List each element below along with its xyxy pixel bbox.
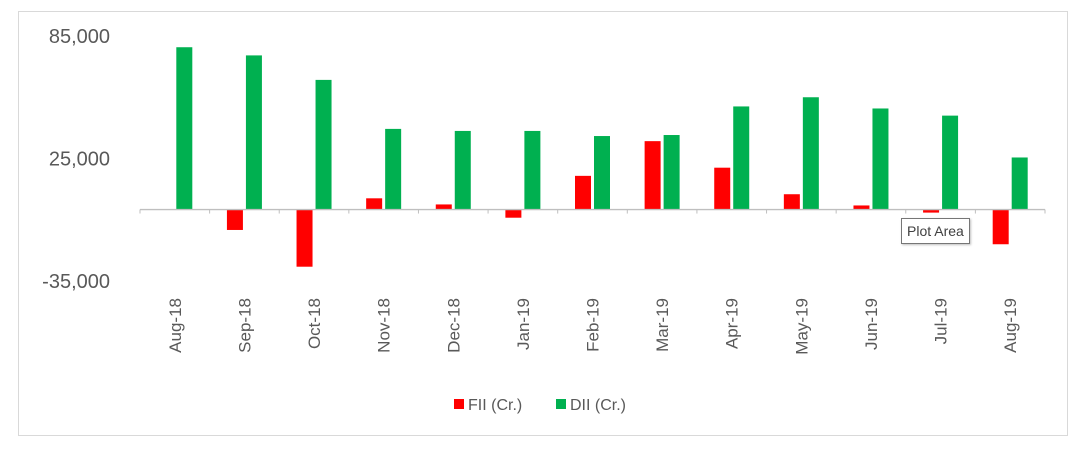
x-tick-label: Nov-18 — [375, 298, 394, 353]
dii-bar-apr-19[interactable] — [733, 106, 750, 210]
fii-bar-aug-19[interactable] — [992, 209, 1009, 245]
fii-bar-oct-18[interactable] — [296, 209, 313, 267]
dii-bar-may-19[interactable] — [802, 97, 819, 210]
fii-legend-swatch — [454, 399, 464, 409]
plot-area-tooltip: Plot Area — [901, 218, 970, 244]
x-tick-label: Aug-19 — [1001, 298, 1020, 353]
dii-bar-aug-18[interactable] — [176, 47, 193, 210]
dii-bar-sep-18[interactable] — [245, 55, 262, 210]
fii-bar-feb-19[interactable] — [575, 175, 591, 210]
x-tick-label: Jan-19 — [514, 298, 533, 350]
dii-bar-aug-19[interactable] — [1011, 157, 1028, 210]
y-tick-label: 25,000 — [49, 149, 110, 171]
y-tick-label: 85,000 — [49, 26, 110, 48]
y-tick-label: -35,000 — [42, 271, 110, 293]
fii-bar-mar-19[interactable] — [644, 141, 661, 210]
dii-bar-jan-19[interactable] — [524, 130, 541, 210]
x-tick-label: Jun-19 — [862, 298, 881, 350]
fii-bar-jan-19[interactable] — [505, 209, 522, 218]
bars-layer — [176, 47, 1028, 267]
fii-bar-sep-18[interactable] — [226, 209, 243, 230]
fii-bar-jul-19[interactable] — [923, 209, 940, 213]
dii-bar-dec-18[interactable] — [454, 130, 471, 210]
legend: FII (Cr.) DII (Cr.) — [454, 397, 626, 414]
x-tick-label: Jul-19 — [932, 298, 951, 344]
dii-legend-swatch — [556, 399, 566, 409]
dii-bar-nov-18[interactable] — [385, 128, 402, 210]
x-tick-label: Apr-19 — [723, 298, 742, 349]
x-tick-label: Oct-18 — [305, 298, 324, 349]
x-tick-label: May-19 — [792, 298, 811, 355]
dii-bar-jun-19[interactable] — [872, 108, 889, 210]
dii-bar-oct-18[interactable] — [315, 79, 332, 210]
fii-bar-dec-18[interactable] — [435, 204, 452, 210]
x-tick-label: Mar-19 — [653, 298, 672, 352]
x-tick-label: Feb-19 — [584, 298, 603, 352]
x-tick-label: Aug-18 — [166, 298, 185, 353]
x-tick-label: Dec-18 — [444, 298, 463, 353]
x-tick-label: Sep-18 — [235, 298, 254, 353]
dii-legend-label: DII (Cr.) — [570, 397, 626, 414]
dii-bar-jul-19[interactable] — [942, 115, 959, 210]
fii-bar-nov-18[interactable] — [366, 198, 383, 210]
fii-bar-may-19[interactable] — [783, 194, 800, 210]
dii-bar-mar-19[interactable] — [663, 135, 680, 210]
fii-bar-jun-19[interactable] — [853, 205, 870, 210]
dii-bar-feb-19[interactable] — [594, 136, 610, 210]
axis-ticks: 85,000 25,000 -35,000 Aug-18 Sep-18 Oct-18 Nov… — [42, 26, 1046, 355]
fii-bar-apr-19[interactable] — [714, 167, 731, 210]
chart-area[interactable] — [18, 11, 1068, 436]
fii-legend-label: FII (Cr.) — [468, 397, 522, 414]
